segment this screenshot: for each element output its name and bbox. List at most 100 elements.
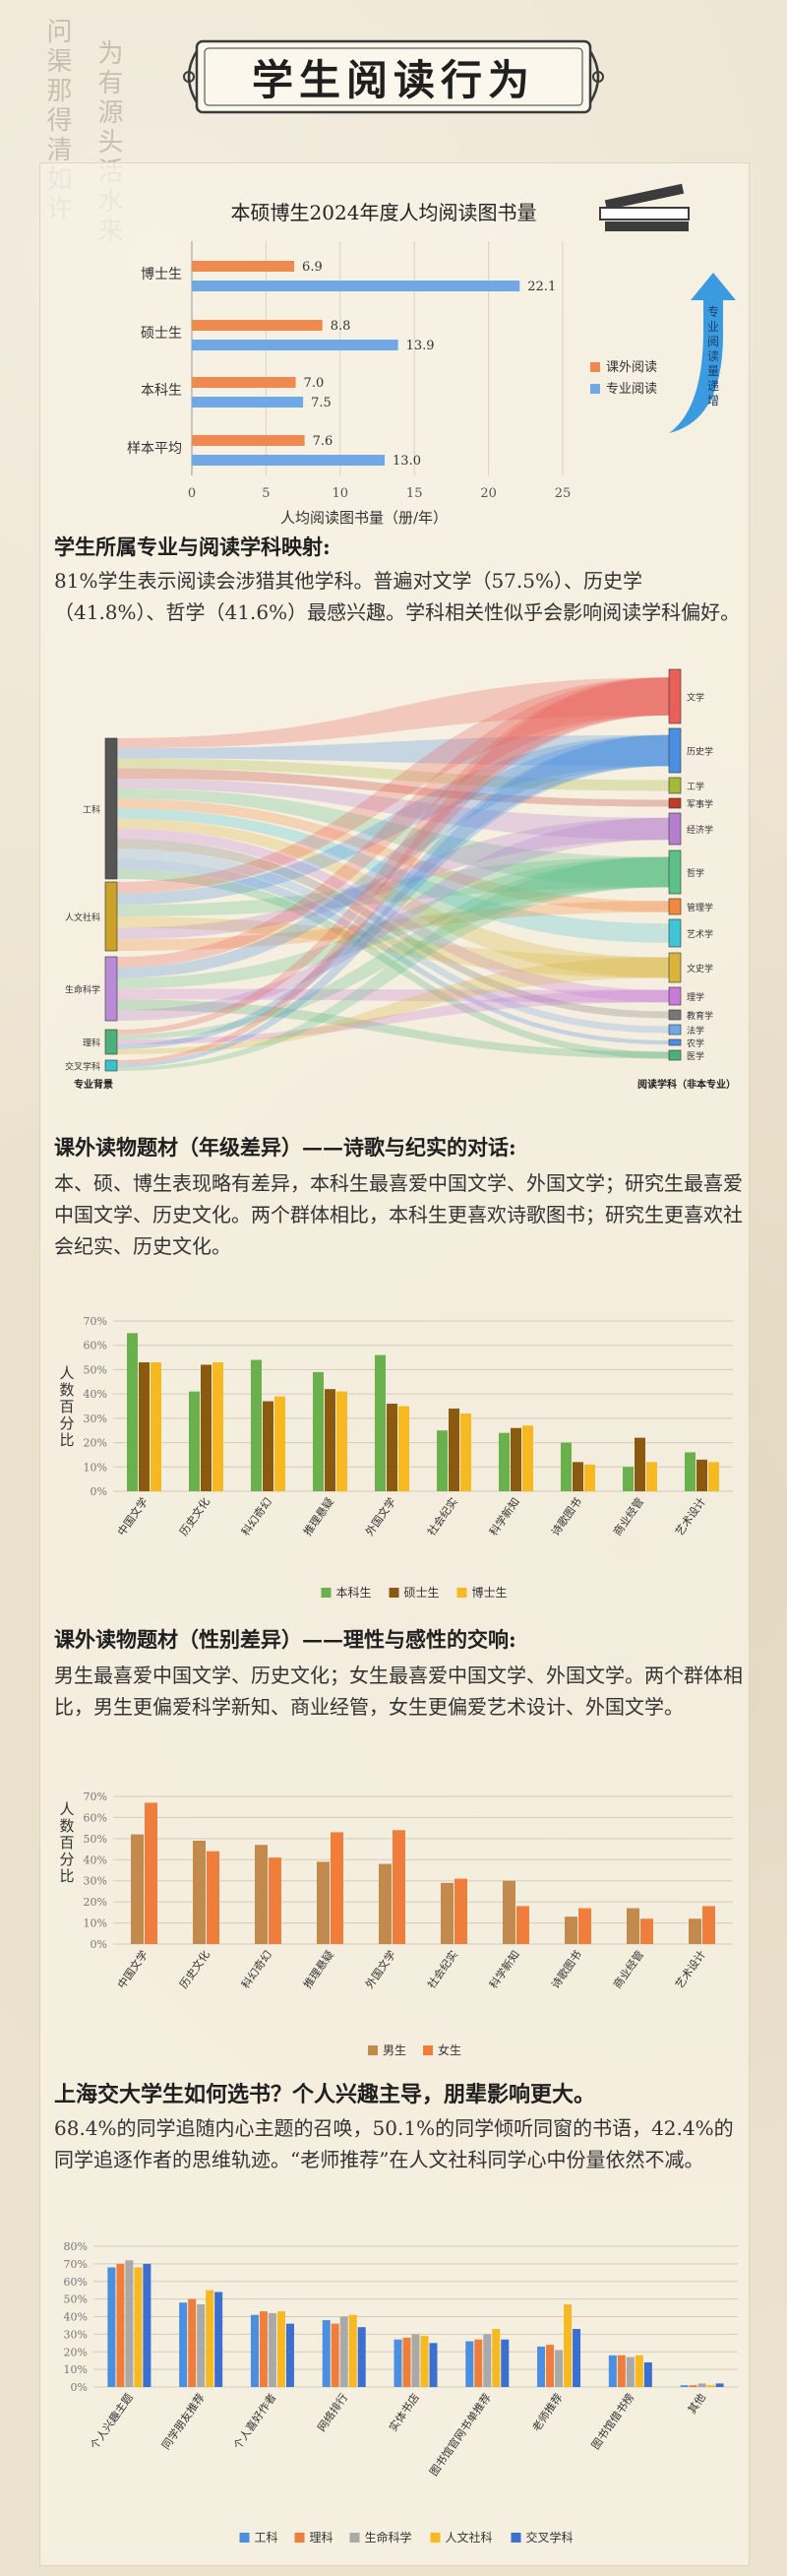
bar: [125, 2260, 134, 2387]
bar: [331, 1832, 343, 1944]
y-axis-label-char: 人: [59, 1800, 74, 1818]
sankey-flow: [117, 808, 669, 943]
category-label: 外国文学: [362, 1948, 398, 1991]
bar: [192, 340, 398, 350]
category-label: 艺术设计: [673, 1495, 708, 1538]
legend-swatch: [456, 1588, 467, 1598]
bar: [584, 1464, 595, 1491]
bar: [702, 1906, 715, 1944]
bar: [537, 2346, 546, 2387]
arrow-label-char: 递: [707, 379, 719, 393]
bar: [131, 1834, 144, 1944]
arrow-label-char: 阅: [707, 335, 719, 348]
bar: [192, 261, 295, 272]
bar: [696, 1459, 707, 1491]
bar: [499, 1432, 510, 1491]
category-label: 图书馆官网书单推荐: [426, 2391, 493, 2479]
bar: [188, 2298, 197, 2387]
legend-label: 人文社科: [446, 2530, 493, 2545]
bar: [402, 2337, 411, 2387]
bar: [151, 1362, 161, 1491]
bar: [555, 2350, 564, 2387]
legend-swatch: [430, 2533, 441, 2543]
sankey-target-label: 法学: [687, 1025, 704, 1037]
x-tick-label: 20: [480, 486, 497, 501]
category-label: 其他: [686, 2391, 708, 2416]
bar: [685, 1452, 696, 1491]
sankey-flow: [117, 989, 669, 1044]
bar: [193, 1841, 206, 1944]
sankey-target-label: 哲学: [687, 867, 704, 879]
sankey-target-label: 教育学: [687, 1010, 713, 1022]
y-tick-label: 50%: [64, 2293, 88, 2306]
section1-heading-text: 学生所属专业与阅读学科映射: [54, 534, 323, 559]
data-label: 7.6: [313, 434, 333, 449]
upward-arrow-icon: [669, 273, 736, 433]
category-label: 外国文学: [362, 1495, 398, 1539]
section1-body: 81%学生表示阅读会涉猎其他学科。普遍对文学（57.5%）、历史学（41.8%）…: [54, 569, 741, 624]
bar: [573, 1462, 583, 1491]
bar: [635, 2355, 643, 2387]
sankey-flow: [117, 817, 669, 1021]
bar: [617, 2355, 626, 2387]
category-label: 历史文化: [176, 1948, 212, 1991]
category-label: 科幻奇幻: [238, 1948, 274, 1991]
sankey-target-label: 医学: [687, 1050, 704, 1062]
bar: [420, 2336, 429, 2387]
bar: [139, 1362, 150, 1491]
legend-label: 男生: [383, 2043, 406, 2057]
chart-title: 本硕博生2024年度人均阅读图书量: [231, 201, 537, 224]
y-axis-label-char: 分: [59, 1414, 74, 1432]
section2-body: 本、硕、博生表现略有差异，本科生最喜爱中国文学、外国文学；研究生最喜爱中国文学、…: [54, 1171, 743, 1258]
bar: [357, 2327, 366, 2387]
category-label: 样本平均: [127, 441, 182, 457]
sankey-target-node: [668, 668, 682, 724]
bar: [689, 2385, 697, 2387]
bar: [192, 281, 520, 291]
category-label: 本科生: [141, 383, 182, 399]
sankey-source-node: [104, 1029, 118, 1055]
sankey-flow: [117, 957, 669, 1054]
bar: [116, 2263, 125, 2387]
bar: [565, 1916, 577, 1944]
sankey-source-label: 人文社科: [65, 911, 100, 923]
bar: [546, 2345, 555, 2387]
section1-heading-colon: :: [323, 534, 331, 559]
arrow-label-char: 专: [707, 304, 719, 319]
y-tick-label: 10%: [64, 2363, 88, 2376]
y-tick-label: 0%: [91, 1938, 107, 1951]
bar: [715, 2383, 724, 2387]
bar: [259, 2311, 268, 2387]
bar: [564, 2303, 573, 2387]
legend-label: 课外阅读: [606, 360, 657, 375]
y-tick-label: 0%: [71, 2381, 88, 2394]
category-label: 社会纪实: [424, 1948, 460, 1991]
bar: [689, 1918, 701, 1944]
bar: [145, 1802, 157, 1944]
legend-swatch: [294, 2533, 305, 2543]
bar: [627, 1908, 639, 1944]
sankey-flow: [117, 758, 669, 791]
bar: [561, 1442, 572, 1491]
legend-swatch: [590, 384, 600, 394]
sankey-target-node: [668, 797, 682, 809]
arrow-label-char: 业: [707, 320, 719, 334]
y-tick-label: 60%: [84, 1340, 107, 1352]
bar: [250, 2314, 259, 2387]
sankey-source-node: [104, 881, 118, 952]
y-tick-label: 30%: [84, 1413, 107, 1425]
category-label: 博士生: [141, 266, 182, 283]
category-label: 社会纪实: [424, 1495, 460, 1539]
bar: [179, 2302, 188, 2387]
data-label: 6.9: [302, 260, 323, 275]
bar: [573, 2329, 581, 2387]
bar: [127, 1333, 138, 1491]
sankey-target-node: [668, 727, 682, 774]
x-tick-label: 10: [333, 486, 349, 501]
section4-heading: 上海交大学生如何选书？个人兴趣主导，朋辈影响更大。: [54, 2082, 596, 2107]
sankey-flow: [117, 734, 669, 906]
legend-swatch: [511, 2533, 521, 2543]
sankey-target-node: [668, 1038, 682, 1046]
sankey-target-node: [668, 952, 682, 983]
